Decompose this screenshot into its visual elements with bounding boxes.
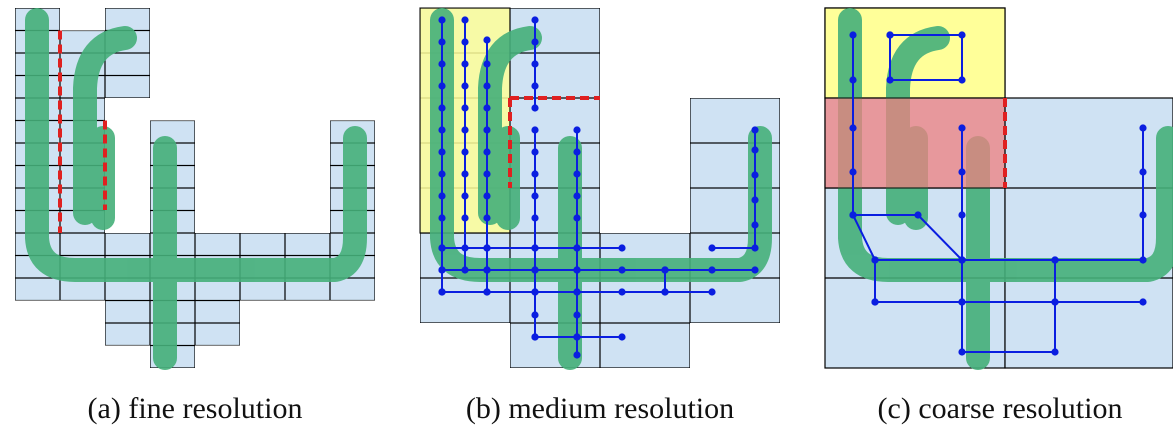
- caption: (c) coarse resolution: [878, 392, 1123, 425]
- grid-cells: [600, 233, 690, 368]
- grid-cells: [195, 233, 240, 346]
- panel-b: [420, 8, 780, 368]
- caption: (b) medium resolution: [466, 392, 734, 425]
- page: {"panels": [{"caption": "(a) fine resolu…: [0, 0, 1173, 433]
- grid-cells: [510, 8, 600, 368]
- panel-a: [15, 8, 375, 368]
- figure: (a) fine resolution (b) medium resolutio…: [0, 0, 1173, 433]
- caption: (a) fine resolution: [88, 392, 303, 425]
- grid-cells: [1005, 98, 1173, 368]
- panel-c: [825, 8, 1173, 368]
- grid-cells: [105, 233, 150, 346]
